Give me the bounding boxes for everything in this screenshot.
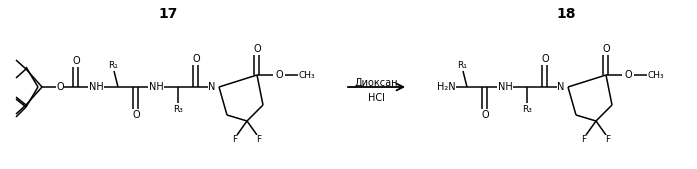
Text: R₃: R₃ <box>522 104 532 114</box>
Text: O: O <box>132 110 140 120</box>
Text: HCl: HCl <box>368 93 385 103</box>
Text: O: O <box>275 70 283 80</box>
Text: R₃: R₃ <box>173 104 183 114</box>
Text: F: F <box>581 136 587 144</box>
Text: N: N <box>558 82 565 92</box>
Text: 17: 17 <box>158 7 178 21</box>
Text: Диоксан: Диоксан <box>355 78 398 88</box>
Text: O: O <box>625 70 631 80</box>
Text: H₂N: H₂N <box>437 82 456 92</box>
Text: O: O <box>72 56 80 66</box>
Text: R₁: R₁ <box>457 61 467 69</box>
Text: N: N <box>208 82 215 92</box>
Text: F: F <box>232 136 238 144</box>
Text: O: O <box>541 54 549 64</box>
Text: CH₃: CH₃ <box>648 70 664 79</box>
Text: O: O <box>602 44 610 54</box>
Text: NH: NH <box>89 82 103 92</box>
Text: R₁: R₁ <box>108 61 118 69</box>
Text: 18: 18 <box>556 7 576 21</box>
Text: NH: NH <box>498 82 512 92</box>
Text: O: O <box>481 110 489 120</box>
Text: O: O <box>192 54 200 64</box>
Text: F: F <box>606 136 611 144</box>
Text: O: O <box>253 44 261 54</box>
Text: CH₃: CH₃ <box>299 70 315 79</box>
Text: NH: NH <box>148 82 163 92</box>
Text: F: F <box>256 136 261 144</box>
Text: O: O <box>56 82 64 92</box>
